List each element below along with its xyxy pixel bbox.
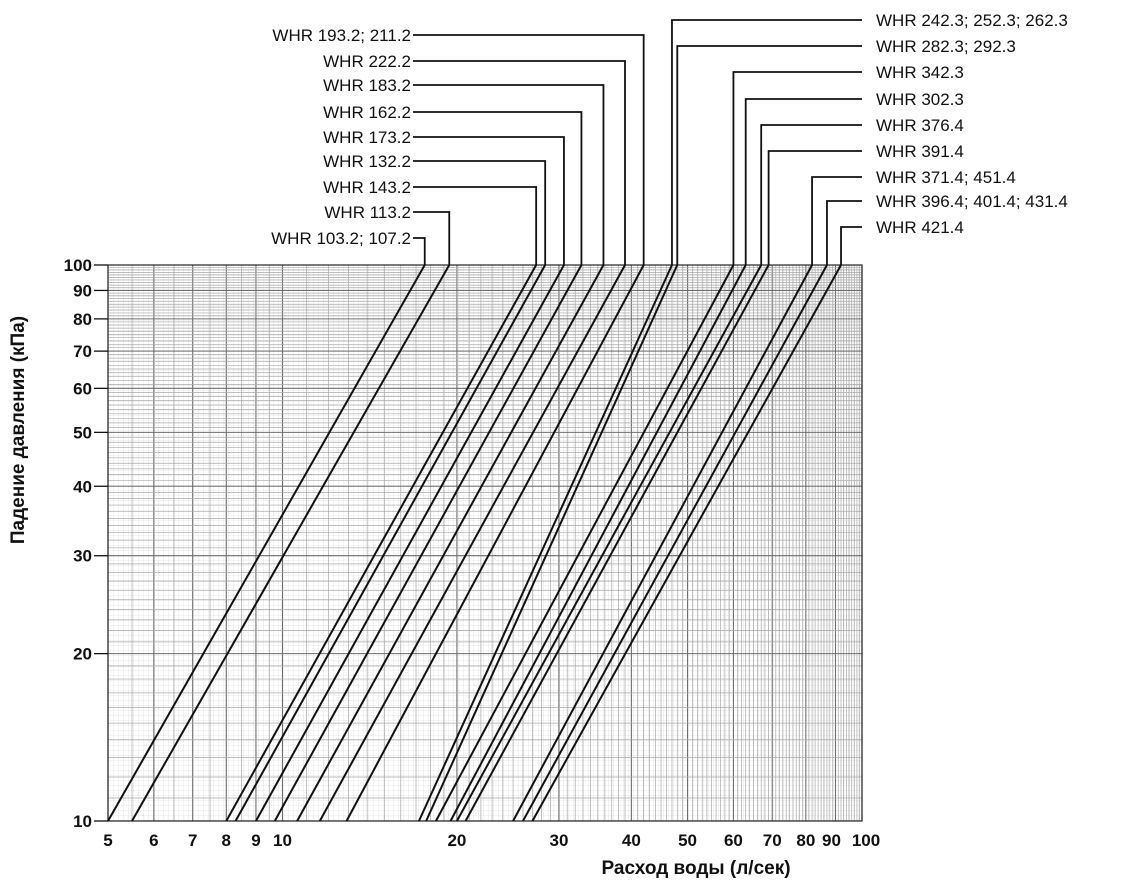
y-tick-label: 70	[73, 342, 92, 361]
x-tick-label: 40	[622, 831, 641, 850]
series-label: WHR 242.3; 252.3; 262.3	[876, 11, 1068, 30]
series-leader-line	[671, 19, 862, 265]
series-line	[296, 264, 605, 822]
y-tick-label: 40	[73, 477, 92, 496]
x-tick-label: 8	[222, 831, 231, 850]
series-leader-line	[413, 60, 626, 265]
x-tick-label: 100	[852, 831, 880, 850]
series-label: WHR 376.4	[876, 116, 964, 135]
series-leader-line	[413, 237, 426, 265]
series-line	[418, 264, 673, 822]
y-tick-label: 90	[73, 281, 92, 300]
series-leader-line	[676, 45, 862, 265]
x-tick-label: 10	[273, 831, 292, 850]
series-line	[318, 264, 626, 822]
series-label: WHR 183.2	[323, 76, 411, 95]
series-line	[225, 264, 538, 822]
series-leader-line	[413, 186, 538, 265]
x-tick-label: 7	[188, 831, 197, 850]
series-leader-line	[760, 124, 862, 265]
series-label: WHR 391.4	[876, 142, 964, 161]
series-line	[345, 264, 645, 822]
x-tick-label: 20	[447, 831, 466, 850]
y-tick-label: 30	[73, 547, 92, 566]
series-label: WHR 103.2; 107.2	[271, 229, 411, 248]
x-tick-label: 90	[822, 831, 841, 850]
y-tick-label: 10	[73, 812, 92, 831]
series-line	[234, 264, 547, 822]
series-label: WHR 421.4	[876, 218, 964, 237]
series-leader-line	[811, 176, 862, 265]
y-tick-label: 60	[73, 379, 92, 398]
series-leader-line	[413, 84, 605, 265]
series-leader-line	[413, 111, 583, 265]
y-tick-label: 50	[73, 423, 92, 442]
series-leader-line	[413, 34, 645, 265]
series-leader-line	[744, 98, 862, 265]
series-label: WHR 143.2	[323, 178, 411, 197]
y-axis-title: Падение давления (кПа)	[8, 316, 29, 544]
x-tick-label: 30	[550, 831, 569, 850]
series-line	[531, 264, 842, 822]
y-tick-label: 20	[73, 645, 92, 664]
x-tick-label: 6	[149, 831, 158, 850]
x-tick-label: 5	[103, 831, 112, 850]
series-label: WHR 193.2; 211.2	[272, 26, 411, 45]
series-line	[449, 264, 747, 822]
series-label: WHR 132.2	[323, 152, 411, 171]
x-axis-title: Расход воды (л/сек)	[601, 858, 790, 879]
plot-frame	[107, 264, 863, 822]
series-line	[512, 264, 813, 822]
series-leader-line	[413, 211, 451, 265]
series-leader-line	[732, 71, 862, 265]
series-label: WHR 302.3	[876, 90, 964, 109]
series-label: WHR 113.2	[324, 203, 411, 222]
series-line	[131, 264, 451, 822]
series-leader-line	[826, 200, 862, 265]
series-line	[522, 264, 828, 822]
series-line	[456, 264, 763, 822]
y-axis-ticks: 10 20 30 40 50 60 70 80 90 100	[64, 256, 108, 831]
x-tick-label: 50	[678, 831, 697, 850]
y-tick-label: 80	[73, 310, 92, 329]
series-label: WHR 282.3; 292.3	[876, 37, 1016, 56]
series-line	[255, 264, 565, 822]
x-tick-label: 80	[796, 831, 815, 850]
series-label: WHR 173.2	[323, 128, 411, 147]
series-label: WHR 222.2	[323, 52, 411, 71]
y-tick-label: 100	[64, 256, 92, 275]
series-lines	[107, 264, 842, 822]
x-tick-label: 60	[724, 831, 743, 850]
plot-background	[108, 265, 862, 821]
series-leader-line	[840, 226, 862, 265]
series-label: WHR 342.3	[876, 63, 964, 82]
x-axis-ticks: 5 6 7 8 9 10 20 30 40 50 60 70 80 90 100	[103, 831, 880, 850]
series-label: WHR 396.4; 401.4; 431.4	[876, 192, 1068, 211]
series-label: WHR 371.4; 451.4	[876, 168, 1016, 187]
series-line	[464, 264, 770, 822]
series-line	[107, 264, 426, 822]
series-labels: WHR 103.2; 107.2 WHR 113.2 WHR 143.2 WHR 13…	[271, 11, 1068, 265]
series-leader-line	[767, 150, 862, 265]
series-line	[273, 264, 583, 822]
series-label: WHR 162.2	[323, 103, 411, 122]
x-tick-label: 9	[251, 831, 260, 850]
x-tick-label: 70	[763, 831, 782, 850]
series-leader-line	[413, 160, 547, 265]
series-line	[425, 264, 679, 822]
series-line	[435, 264, 735, 822]
series-leader-line	[413, 136, 565, 265]
